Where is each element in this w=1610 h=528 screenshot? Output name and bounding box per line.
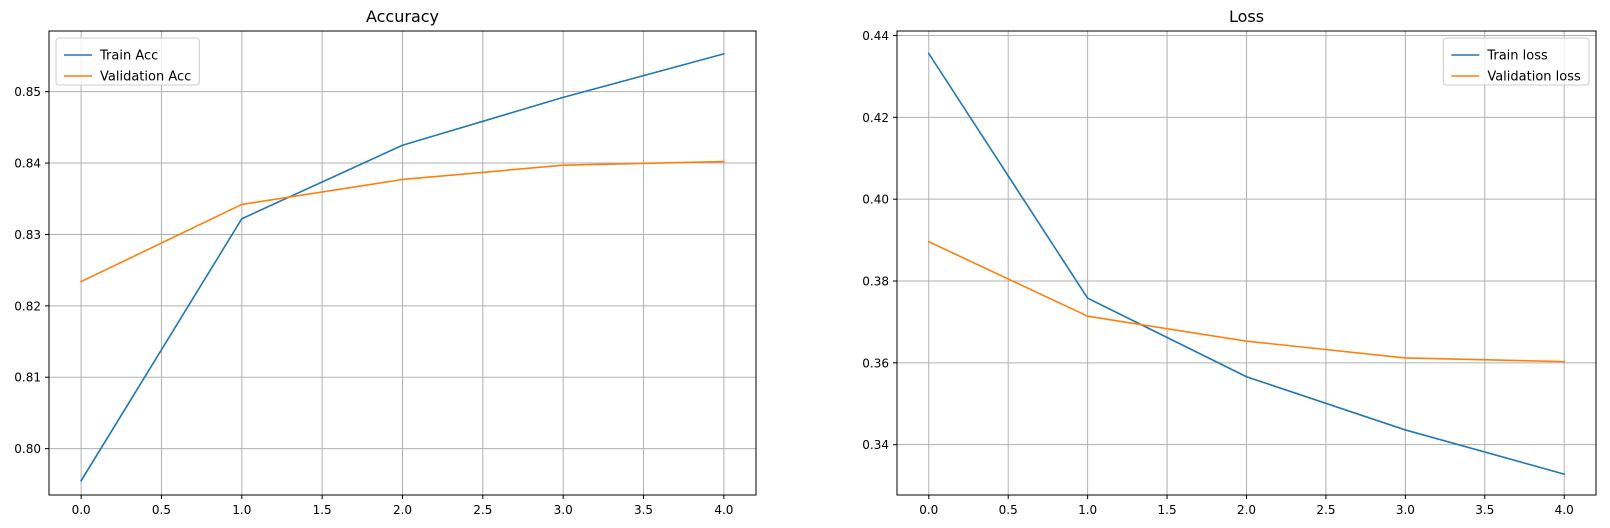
legend-box (55, 37, 200, 86)
x-tick-label: 2.0 (393, 503, 412, 517)
x-tick-label: 2.5 (473, 503, 492, 517)
legend-label: Train Acc (99, 49, 158, 64)
chart-title: Loss (1229, 7, 1264, 26)
x-tick-label: 0.5 (999, 503, 1018, 517)
y-tick-label: 0.85 (14, 85, 41, 99)
x-tick-label: 0.0 (919, 503, 938, 517)
chart-2: 0.0 0.5 1.0 1.5 2.0 2.5 3.0 3.5 4.0 0.34 0.36 0.38 0… (862, 7, 1597, 517)
y-tick-label: 0.36 (862, 356, 889, 370)
y-tick-label: 0.84 (14, 157, 41, 171)
x-tick-label: 3.5 (1475, 503, 1494, 517)
y-tick-label: 0.44 (862, 29, 889, 43)
x-tick-label: 3.0 (1396, 503, 1415, 517)
y-tick-label: 0.81 (14, 371, 41, 385)
x-tick-label: 4.0 (714, 503, 733, 517)
y-tick-label: 0.38 (862, 275, 889, 289)
legend-label: Validation loss (1487, 70, 1581, 85)
legend: Train loss Validation loss (1442, 37, 1590, 86)
legend-label: Validation Acc (100, 70, 191, 85)
chart-title: Accuracy (366, 7, 439, 26)
x-tick-label: 2.5 (1316, 503, 1335, 517)
chart-1: 0.0 0.5 1.0 1.5 2.0 2.5 3.0 3.5 4.0 0.80 0.81 0.82 0… (14, 7, 757, 517)
x-tick-label: 1.0 (232, 503, 251, 517)
x-tick-label: 1.5 (1158, 503, 1177, 517)
x-tick-label: 0.5 (152, 503, 171, 517)
series-line-validation-loss (927, 240, 1566, 363)
y-tick-label: 0.83 (14, 228, 41, 242)
x-tick-label: 1.0 (1078, 503, 1097, 517)
legend-box (1442, 37, 1590, 86)
x-tick-label: 4.0 (1555, 503, 1574, 517)
legend: Train Acc Validation Acc (55, 37, 200, 86)
y-tick-label: 0.82 (14, 299, 41, 313)
series-line-validation-acc (80, 160, 725, 283)
x-tick-label: 3.0 (554, 503, 573, 517)
x-tick-label: 2.0 (1237, 503, 1256, 517)
x-tick-label: 1.5 (313, 503, 332, 517)
y-tick-label: 0.42 (862, 111, 889, 125)
series-line-train-loss (927, 52, 1566, 476)
x-tick-label: 3.5 (634, 503, 653, 517)
y-tick-label: 0.34 (862, 438, 889, 452)
y-tick-label: 0.40 (862, 193, 889, 207)
legend-label: Train loss (1486, 49, 1548, 64)
y-tick-label: 0.80 (14, 442, 41, 456)
series-line-train-acc (80, 52, 725, 482)
x-tick-label: 0.0 (72, 503, 91, 517)
